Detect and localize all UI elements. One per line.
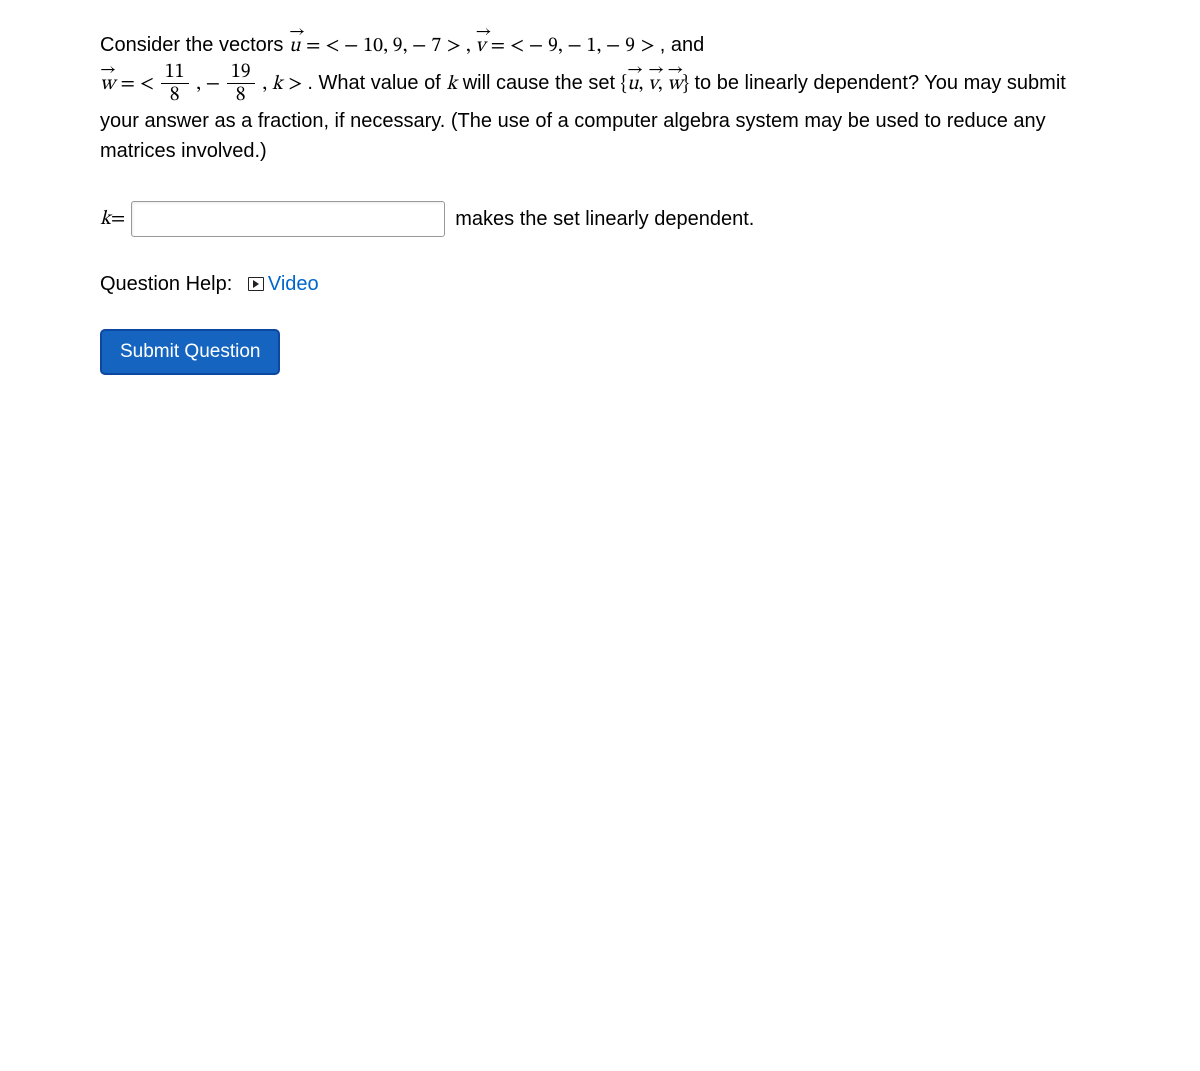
video-link-text: Video <box>268 273 319 295</box>
vector-v: v <box>475 31 485 61</box>
answer-post-text: makes the set linearly dependent. <box>455 204 754 234</box>
bracket-close: > <box>641 36 660 56</box>
v-values: − 9, − 1, − 9 <box>529 36 635 56</box>
video-link[interactable]: Video <box>248 273 319 295</box>
frac2-num: 19 <box>227 61 255 84</box>
k-var: k <box>446 74 457 94</box>
u-values: − 10, 9, − 7 <box>344 36 441 56</box>
fraction-2: 19 8 <box>227 61 255 106</box>
vector-w: w <box>100 69 115 99</box>
text-intro: Consider the vectors <box>100 34 289 56</box>
vector-v: v <box>648 69 658 99</box>
k-var: k <box>272 74 283 94</box>
bracket-close: > <box>288 74 307 94</box>
bracket-open: < <box>510 36 529 56</box>
w-mid: , − <box>196 74 225 94</box>
video-icon <box>248 277 264 291</box>
vector-w: w <box>667 69 682 99</box>
question-help-label: Question Help: <box>100 273 232 295</box>
answer-row: k = makes the set linearly dependent. <box>100 201 1100 237</box>
text-part2a: . What value of <box>307 72 446 94</box>
frac1-den: 8 <box>161 84 189 106</box>
text-part2b: will cause the set <box>463 72 621 94</box>
eq: = <box>306 36 325 56</box>
answer-k-label: k <box>100 204 111 234</box>
bracket-close: > <box>447 36 466 56</box>
frac1-num: 11 <box>161 61 189 84</box>
and-text: , and <box>660 34 704 56</box>
answer-input[interactable] <box>131 201 445 237</box>
sep: , <box>466 36 476 56</box>
w-tail: , <box>262 74 272 94</box>
vector-u: u <box>289 31 300 61</box>
fraction-1: 11 8 <box>161 61 189 106</box>
vector-u: u <box>627 69 638 99</box>
eq: = <box>121 74 140 94</box>
question-help-row: Question Help: Video <box>100 269 1100 299</box>
answer-eq: = <box>111 204 125 234</box>
question-text: Consider the vectors u = < − 10, 9, − 7 … <box>100 30 1100 166</box>
submit-button[interactable]: Submit Question <box>100 329 280 375</box>
eq: = <box>491 36 510 56</box>
question-container: Consider the vectors u = < − 10, 9, − 7 … <box>0 0 1200 375</box>
bracket-open: < <box>140 74 159 94</box>
bracket-open: < <box>325 36 344 56</box>
frac2-den: 8 <box>227 84 255 106</box>
